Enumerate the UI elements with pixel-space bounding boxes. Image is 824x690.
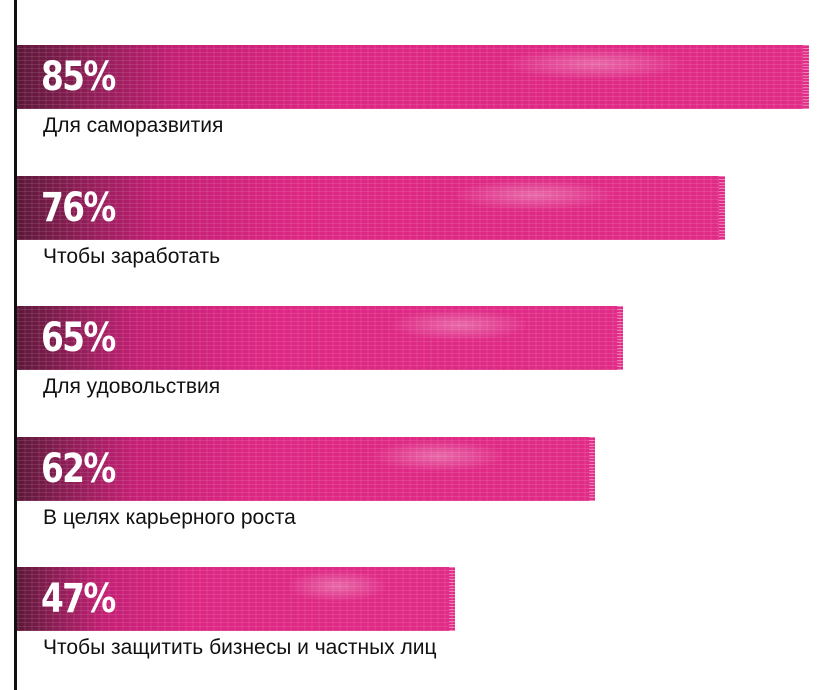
bar-highlight (456, 180, 612, 210)
bar-value-label: 65% (41, 315, 116, 361)
bar-highlight (508, 49, 682, 79)
bar-highlight (375, 441, 502, 471)
bar-highlight (393, 310, 526, 340)
bar-5: 47% (17, 567, 455, 631)
category-label: Для удовольствия (43, 375, 221, 398)
bar-2: 76% (17, 176, 725, 240)
bar-value-label: 85% (41, 54, 116, 100)
bar-highlight (289, 571, 385, 601)
category-label: В целях карьерного роста (43, 506, 296, 529)
category-label: Чтобы заработать (43, 245, 221, 268)
category-label: Чтобы защитить бизнесы и частных лиц (43, 636, 437, 659)
bar-1: 85% (17, 45, 809, 109)
bar-3: 65% (17, 306, 623, 370)
bar-value-label: 47% (41, 576, 116, 622)
bar-value-label: 76% (41, 185, 116, 231)
category-label: Для саморазвития (43, 114, 224, 137)
bar-4: 62% (17, 437, 595, 501)
chart-axis-line (14, 0, 17, 690)
bar-value-label: 62% (41, 446, 116, 492)
